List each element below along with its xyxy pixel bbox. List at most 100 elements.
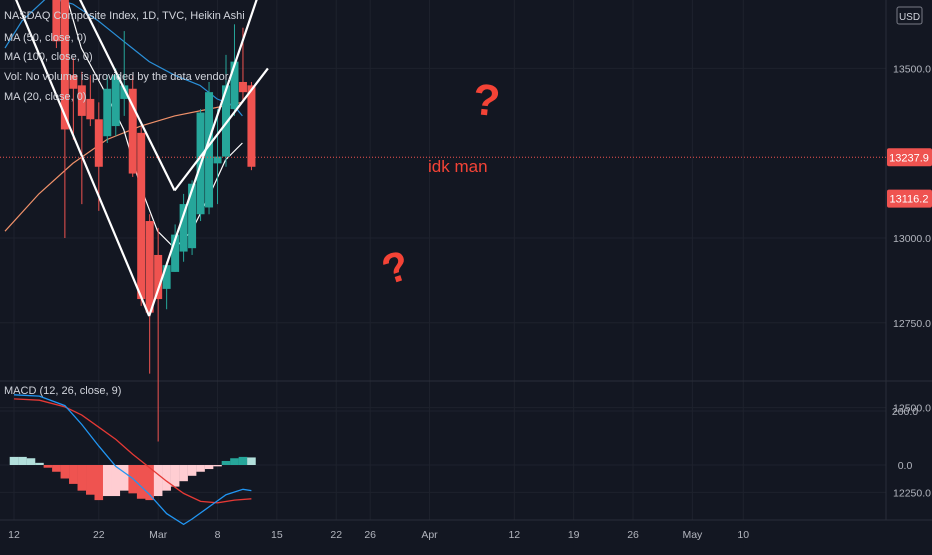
candle: [60, 0, 69, 238]
macd-axis[interactable]: 200.0 0.0: [892, 406, 918, 472]
candle-body: [213, 156, 222, 164]
time-tick-label: May: [682, 529, 703, 541]
macd-bar: [102, 465, 112, 497]
candle: [77, 71, 86, 205]
macd-bar: [145, 465, 154, 501]
last-price-label: 13237.9: [889, 152, 929, 164]
time-tick-label: 26: [364, 529, 376, 541]
macd-bar: [119, 465, 129, 491]
candle: [154, 227, 163, 442]
macd-legend[interactable]: MACD (12, 26, close, 9): [4, 385, 121, 397]
candle: [94, 102, 103, 211]
candle: [103, 75, 112, 144]
candle-body: [103, 88, 112, 137]
macd-bar: [196, 465, 205, 472]
candle-body: [137, 132, 146, 300]
annotation-text[interactable]: idk man: [428, 157, 488, 176]
price-tick-label: 12250.0: [893, 487, 931, 499]
candle: [162, 261, 171, 310]
macd-bar: [43, 465, 53, 468]
macd-bar: [187, 465, 197, 476]
time-tick-label: Mar: [149, 529, 168, 541]
candle-body: [230, 61, 239, 110]
candle-body: [94, 119, 103, 167]
candle-body: [238, 81, 247, 93]
trend-line[interactable]: [148, 0, 268, 317]
price-grid: [0, 0, 886, 520]
moving-average-line: [4, 101, 243, 232]
symbol-title[interactable]: NASDAQ Composite Index, 1D, TVC, Heikin …: [4, 10, 245, 22]
candle-body: [77, 85, 86, 116]
indicator-ma-50[interactable]: MA (50, close, 0): [4, 32, 87, 44]
time-tick-label: 10: [737, 529, 749, 541]
trend-line[interactable]: [0, 0, 176, 192]
macd-lines: [13, 394, 252, 526]
macd-bar: [18, 456, 27, 465]
candle-body: [69, 75, 78, 89]
macd-bar: [179, 465, 188, 482]
candle: [222, 54, 230, 167]
macd-bar: [111, 465, 121, 497]
candle: [52, 0, 61, 49]
candle-body: [154, 254, 163, 300]
macd-bar: [153, 465, 163, 497]
candle: [128, 75, 137, 177]
currency-button[interactable]: USD: [896, 6, 923, 25]
candle-body: [171, 234, 180, 272]
candle-body: [128, 88, 137, 174]
trend-channel-drawings[interactable]: [0, 0, 269, 317]
candle: [247, 81, 256, 171]
macd-bar: [213, 465, 222, 467]
time-axis[interactable]: 12 22 Mar 8 15 22 26 Apr 12 19 26 May 10: [8, 529, 749, 541]
indicator-volume[interactable]: Vol: No volume is provided by the data v…: [4, 71, 231, 83]
price-axis[interactable]: 14250.014000.013750.013500.013000.012750…: [893, 0, 931, 499]
time-tick-label: 12: [508, 529, 520, 541]
candle-body: [86, 98, 95, 120]
currency-label: USD: [899, 12, 920, 23]
macd-bar: [247, 457, 256, 465]
macd-bar: [69, 465, 78, 484]
candle: [86, 75, 95, 127]
candle-body: [162, 265, 171, 289]
indicator-ma-20[interactable]: MA (20, close, 0): [4, 91, 87, 103]
trend-line[interactable]: [173, 67, 269, 192]
candle: [111, 68, 120, 137]
time-tick-label: 8: [215, 529, 221, 541]
candle-body: [247, 85, 256, 167]
macd-bar: [60, 465, 70, 479]
macd-bar: [204, 465, 214, 470]
candle-body: [179, 204, 188, 252]
candle-body: [205, 92, 214, 208]
macd-bar: [162, 465, 171, 491]
candle-body: [60, 0, 69, 130]
time-tick-label: 26: [627, 529, 639, 541]
macd-bar: [170, 465, 180, 487]
candle: [171, 224, 180, 272]
macd-bar: [52, 465, 61, 472]
trend-line[interactable]: [0, 0, 151, 317]
indicator-ma-100[interactable]: MA (100, close, 0): [4, 51, 93, 63]
price-tick-label: 12500.0: [893, 403, 931, 415]
header-legend[interactable]: NASDAQ Composite Index, 1D, TVC, Heikin …: [4, 10, 245, 397]
time-tick-label: Apr: [421, 529, 438, 541]
candle: [205, 81, 214, 215]
moving-average-line: [4, 0, 243, 117]
candle: [213, 109, 222, 205]
time-tick-label: 12: [8, 529, 20, 541]
ha-price-label: 13116.2: [890, 194, 929, 206]
question-mark-annotation[interactable]: ?: [470, 75, 502, 127]
candle-body: [145, 221, 154, 313]
macd-bar: [94, 465, 104, 501]
time-tick-label: 15: [271, 529, 283, 541]
macd-bar: [230, 458, 239, 465]
candle: [179, 193, 188, 262]
macd-bar: [9, 456, 19, 465]
macd-bar: [136, 465, 146, 499]
time-tick-label: 22: [93, 529, 105, 541]
candle-body: [52, 0, 61, 42]
macd-tick-label: 0.0: [898, 460, 913, 472]
candle-body: [111, 75, 120, 127]
macd-bar: [86, 465, 95, 495]
